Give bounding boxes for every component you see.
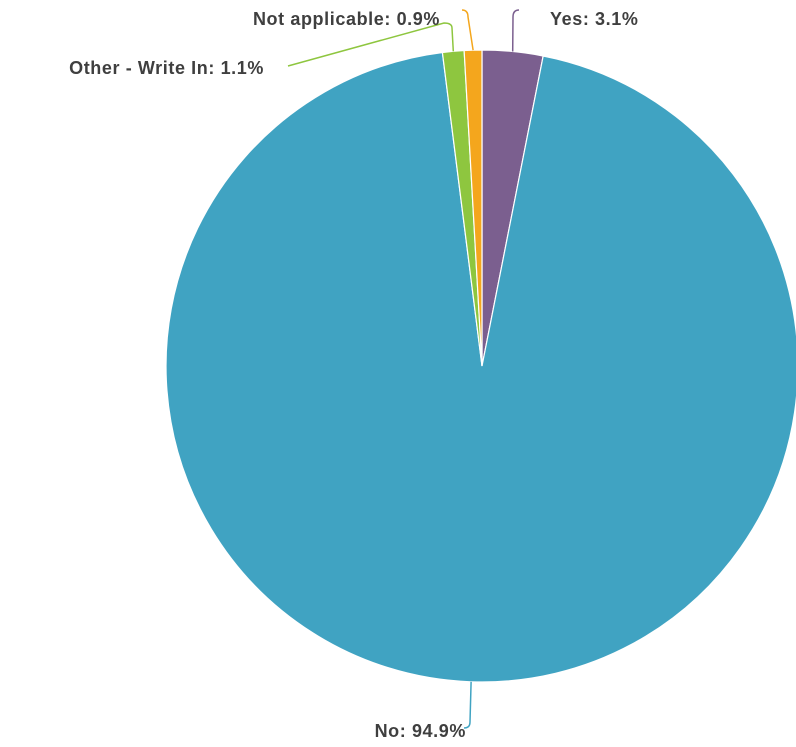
slice-label-no: No: 94.9%	[375, 721, 466, 741]
leader-lines-layer	[287, 9, 520, 729]
slice-label-not-applicable: Not applicable: 0.9%	[253, 9, 440, 29]
leader-line-no	[463, 681, 472, 729]
leader-line-other-write-in	[287, 22, 455, 67]
slice-label-other-write-in: Other - Write In: 1.1%	[69, 58, 264, 78]
leader-line-yes	[511, 9, 520, 52]
labels-layer: Yes: 3.1% No: 94.9% Other - Write In: 1.…	[69, 9, 638, 741]
leader-line-not-applicable	[461, 9, 474, 51]
slice-label-yes: Yes: 3.1%	[550, 9, 638, 29]
slices-layer	[165, 49, 796, 683]
pie-slice-not-applicable	[463, 49, 483, 367]
